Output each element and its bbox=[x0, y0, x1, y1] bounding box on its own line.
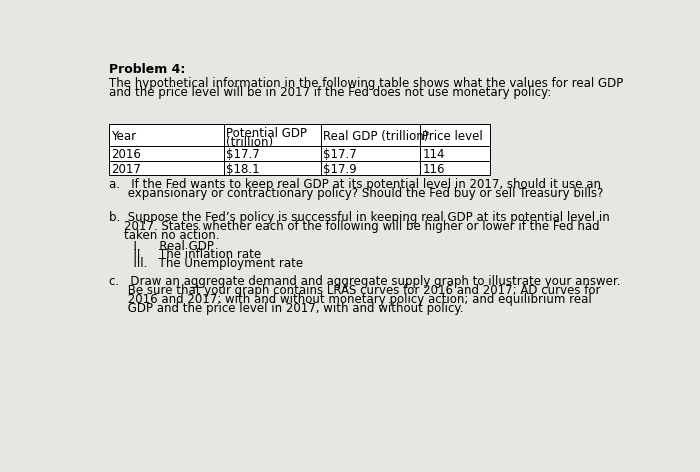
Text: $17.7: $17.7 bbox=[323, 148, 357, 161]
Bar bbox=[224, 146, 321, 160]
Text: b.  Suppose the Fed’s policy is successful in keeping real GDP at its potential : b. Suppose the Fed’s policy is successfu… bbox=[109, 211, 610, 224]
Bar bbox=[321, 125, 420, 146]
Text: and the price level will be in 2017 if the Fed does not use monetary policy:: and the price level will be in 2017 if t… bbox=[109, 85, 552, 99]
Text: 2016 and 2017; with and without monetary policy action; and equilibrium real: 2016 and 2017; with and without monetary… bbox=[109, 293, 592, 306]
Bar bbox=[109, 146, 224, 160]
Text: III.   The Unemployment rate: III. The Unemployment rate bbox=[126, 257, 303, 270]
Text: (trillion): (trillion) bbox=[226, 135, 273, 149]
Text: Price level: Price level bbox=[422, 130, 483, 143]
Text: 2017: 2017 bbox=[111, 163, 141, 176]
Text: Potential GDP: Potential GDP bbox=[226, 126, 307, 140]
Text: Problem 4:: Problem 4: bbox=[109, 63, 186, 76]
Text: taken no action.: taken no action. bbox=[109, 229, 220, 242]
Bar bbox=[224, 160, 321, 175]
Text: The hypothetical information in the following table shows what the values for re: The hypothetical information in the foll… bbox=[109, 76, 624, 90]
Text: 114: 114 bbox=[422, 148, 444, 161]
Text: Year: Year bbox=[111, 130, 136, 143]
Text: $18.1: $18.1 bbox=[226, 163, 260, 176]
Bar bbox=[420, 160, 490, 175]
Text: 2017. States whether each of the following will be higher or lower if the Fed ha: 2017. States whether each of the followi… bbox=[109, 220, 600, 233]
Bar bbox=[321, 146, 420, 160]
Text: 116: 116 bbox=[422, 163, 444, 176]
Text: expansionary or contractionary policy? Should the Fed buy or sell Treasury bills: expansionary or contractionary policy? S… bbox=[109, 187, 603, 200]
Bar bbox=[321, 160, 420, 175]
Bar bbox=[420, 125, 490, 146]
Bar bbox=[420, 146, 490, 160]
Bar bbox=[224, 125, 321, 146]
Text: I.     Real GDP: I. Real GDP bbox=[126, 239, 214, 253]
Text: c.   Draw an aggregate demand and aggregate supply graph to illustrate your answ: c. Draw an aggregate demand and aggregat… bbox=[109, 275, 621, 288]
Text: $17.9: $17.9 bbox=[323, 163, 357, 176]
Text: Real GDP (trillion): Real GDP (trillion) bbox=[323, 130, 428, 143]
Bar bbox=[109, 125, 224, 146]
Text: a.   If the Fed wants to keep real GDP at its potential level in 2017, should it: a. If the Fed wants to keep real GDP at … bbox=[109, 178, 601, 191]
Text: Be sure that your graph contains LRAS curves for 2016 and 2017; AD curves for: Be sure that your graph contains LRAS cu… bbox=[109, 284, 601, 297]
Bar bbox=[109, 160, 224, 175]
Text: $17.7: $17.7 bbox=[226, 148, 260, 161]
Text: II.    The inflation rate: II. The inflation rate bbox=[126, 248, 261, 261]
Text: 2016: 2016 bbox=[111, 148, 141, 161]
Text: GDP and the price level in 2017, with and without policy.: GDP and the price level in 2017, with an… bbox=[109, 302, 463, 315]
